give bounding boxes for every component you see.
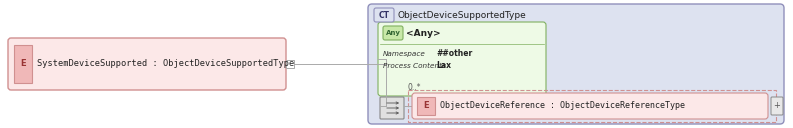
FancyBboxPatch shape [378,22,546,96]
FancyBboxPatch shape [412,93,768,119]
Text: Process Contents: Process Contents [383,63,446,69]
Text: <Any>: <Any> [406,29,441,38]
FancyBboxPatch shape [368,4,784,124]
Bar [417,97,435,115]
Text: Any: Any [385,30,400,36]
Text: E: E [423,102,429,110]
Text: E: E [20,60,26,68]
Text: +: + [773,102,780,110]
Bar [14,45,32,83]
Text: ##other: ##other [436,50,473,58]
Text: ObjectDeviceSupportedType: ObjectDeviceSupportedType [398,10,527,19]
FancyBboxPatch shape [771,97,783,115]
FancyBboxPatch shape [8,38,286,90]
FancyBboxPatch shape [374,8,394,22]
Text: 0..*: 0..* [408,83,422,93]
Text: Lax: Lax [436,61,451,71]
Text: SystemDeviceSupported : ObjectDeviceSupportedType: SystemDeviceSupported : ObjectDeviceSupp… [37,60,294,68]
Text: Namespace: Namespace [383,51,426,57]
Text: ObjectDeviceReference : ObjectDeviceReferenceType: ObjectDeviceReference : ObjectDeviceRefe… [440,102,685,110]
FancyBboxPatch shape [380,97,404,119]
FancyBboxPatch shape [383,26,403,40]
Bar [286,60,294,68]
Text: CT: CT [378,10,389,19]
